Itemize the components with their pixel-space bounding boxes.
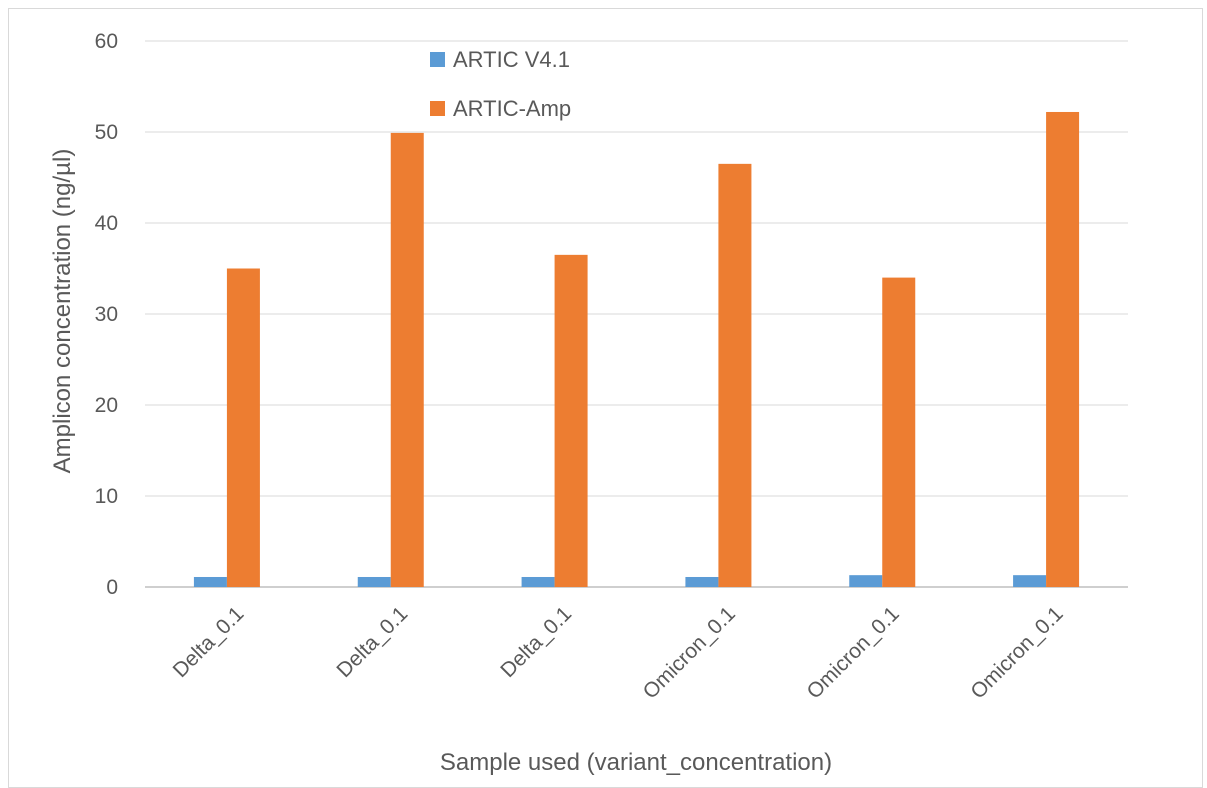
x-category-label: Delta_0.1 (332, 602, 412, 682)
bar-artic-v4-1 (685, 576, 719, 587)
y-tick-label: 0 (106, 576, 118, 599)
x-axis-category-labels: Delta_0.1 Delta_0.1 Delta_0.1 Omicron_0.1 Om… (169, 602, 1068, 703)
bar-artic-amp (390, 132, 424, 587)
bar-artic-amp (226, 268, 260, 587)
bar-artic-amp (1046, 111, 1080, 587)
bar-artic-amp (882, 277, 916, 587)
legend-swatch (430, 52, 445, 67)
bar-artic-v4-1 (193, 576, 227, 587)
y-tick-label: 30 (95, 303, 118, 326)
x-category-label: Delta_0.1 (496, 602, 576, 682)
bar-artic-amp (554, 254, 588, 587)
x-category-label: Omicron_0.1 (639, 602, 740, 703)
x-category-label: Omicron_0.1 (803, 602, 904, 703)
bar-artic-v4-1 (357, 576, 391, 587)
legend-label: ARTIC-Amp (453, 96, 571, 121)
bar-artic-v4-1 (521, 576, 555, 587)
bar-artic-v4-1 (1013, 575, 1047, 587)
x-category-label: Delta_0.1 (169, 602, 249, 682)
legend-label: ARTIC V4.1 (453, 47, 570, 72)
y-tick-label: 20 (95, 394, 118, 417)
bar-artic-v4-1 (849, 575, 883, 587)
bars (193, 111, 1080, 587)
y-tick-label: 10 (95, 485, 118, 508)
y-tick-label: 50 (95, 121, 118, 144)
gridlines (145, 40, 1128, 588)
legend: ARTIC V4.1 ARTIC-Amp (430, 47, 571, 121)
y-tick-label: 40 (95, 212, 118, 235)
legend-swatch (430, 101, 445, 116)
bar-artic-amp (718, 163, 752, 587)
y-axis-title: Amplicon concentration (ng/µl) (49, 149, 76, 474)
x-category-label: Omicron_0.1 (966, 602, 1067, 703)
y-axis-ticks: 0 10 20 30 40 50 60 (95, 30, 118, 599)
chart-frame (8, 8, 1203, 788)
x-axis-title: Sample used (variant_concentration) (440, 749, 832, 776)
y-tick-label: 60 (95, 30, 118, 53)
